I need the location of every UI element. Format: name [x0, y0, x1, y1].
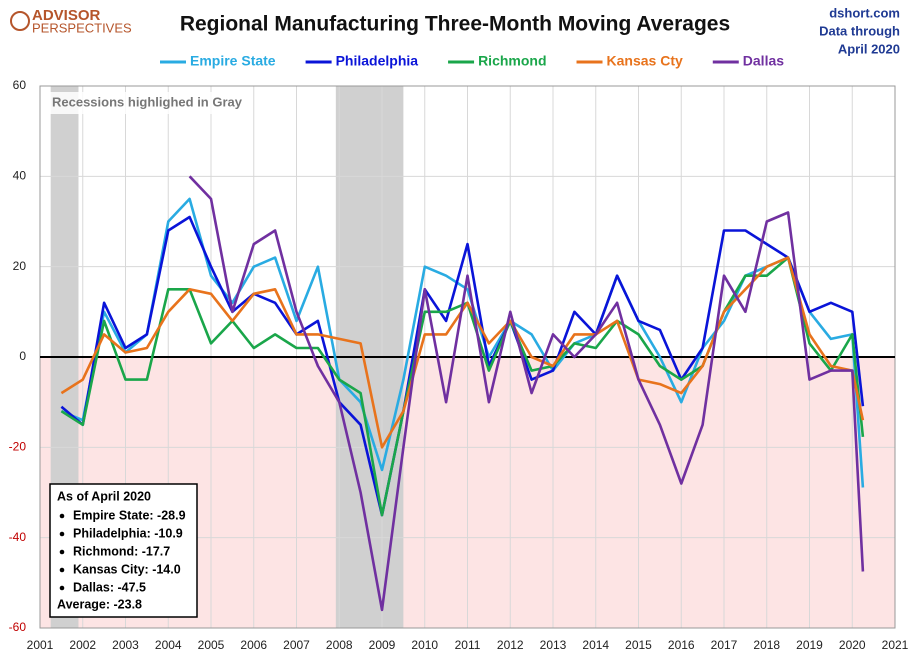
series-line	[60, 256, 865, 449]
y-tick-label: 40	[13, 169, 27, 183]
legend-label: Kansas Cty	[607, 53, 683, 69]
x-tick-label: 2014	[582, 638, 609, 652]
series-line	[188, 175, 865, 612]
x-tick-label: 2012	[497, 638, 524, 652]
x-tick-label: 2009	[369, 638, 396, 652]
x-tick-label: 2003	[112, 638, 139, 652]
summary-title: As of April 2020	[57, 489, 151, 503]
bullet	[59, 585, 65, 591]
x-tick-label: 2019	[796, 638, 823, 652]
logo-bottom: PERSPECTIVES	[32, 20, 132, 35]
y-tick-label: -20	[9, 440, 27, 454]
bullet	[59, 513, 65, 519]
legend-label: Empire State	[190, 53, 276, 69]
y-tick-label: -60	[9, 620, 27, 634]
y-tick-label: 0	[19, 349, 26, 363]
note: Recessions highlighed in Gray	[52, 94, 243, 109]
x-tick-label: 2007	[283, 638, 310, 652]
summary-item: Empire State: -28.9	[73, 508, 186, 522]
x-tick-label: 2017	[711, 638, 738, 652]
legend: Empire State Philadelphia Richmond Kansas C…	[160, 53, 784, 69]
plot-area: -60 -40 -20 0 20 40 60 2001 2002 2003 2004 2005 2006…	[9, 78, 909, 652]
logo-icon	[10, 11, 30, 31]
y-tick-label: 60	[13, 78, 27, 92]
x-tick-label: 2005	[198, 638, 225, 652]
x-tick-label: 2016	[668, 638, 695, 652]
x-tick-label: 2013	[540, 638, 567, 652]
bullet	[59, 531, 65, 537]
x-tick-label: 2008	[326, 638, 353, 652]
x-tick-label: 2021	[882, 638, 909, 652]
x-tick-label: 2001	[27, 638, 54, 652]
x-tick-label: 2010	[411, 638, 438, 652]
x-tick-label: 2011	[455, 638, 481, 652]
y-tick-label: 20	[13, 259, 27, 273]
x-tick-label: 2004	[155, 638, 182, 652]
summary-item: Philadelphia: -10.9	[73, 526, 183, 540]
x-tick-label: 2002	[69, 638, 96, 652]
source: April 2020	[838, 41, 900, 56]
summary-item: Dallas: -47.5	[73, 580, 146, 594]
legend-label: Dallas	[743, 53, 784, 69]
x-tick-label: 2006	[240, 638, 267, 652]
summary-item: Richmond: -17.7	[73, 544, 170, 558]
note-box	[44, 92, 236, 114]
x-tick-label: 2018	[753, 638, 780, 652]
summary-item: Kansas City: -14.0	[73, 562, 181, 576]
y-tick-label: -40	[9, 530, 27, 544]
legend-label: Philadelphia	[336, 53, 419, 69]
summary-average: Average: -23.8	[57, 597, 142, 611]
source: dshort.com	[829, 5, 900, 20]
bullet	[59, 567, 65, 573]
x-tick-label: 2020	[839, 638, 866, 652]
logo-top: ADVISOR	[32, 7, 101, 24]
chart-title: Regional Manufacturing Three-Month Movin…	[180, 13, 730, 36]
x-tick-label: 2015	[625, 638, 652, 652]
series-line	[60, 215, 865, 517]
legend-label: Richmond	[478, 53, 546, 69]
summary-frame	[49, 483, 198, 618]
summary-box: As of April 2020 Empire State: -28.9 Phila…	[49, 483, 198, 618]
source: Data through	[819, 23, 900, 38]
series-line	[60, 197, 865, 488]
bullet	[59, 549, 65, 555]
